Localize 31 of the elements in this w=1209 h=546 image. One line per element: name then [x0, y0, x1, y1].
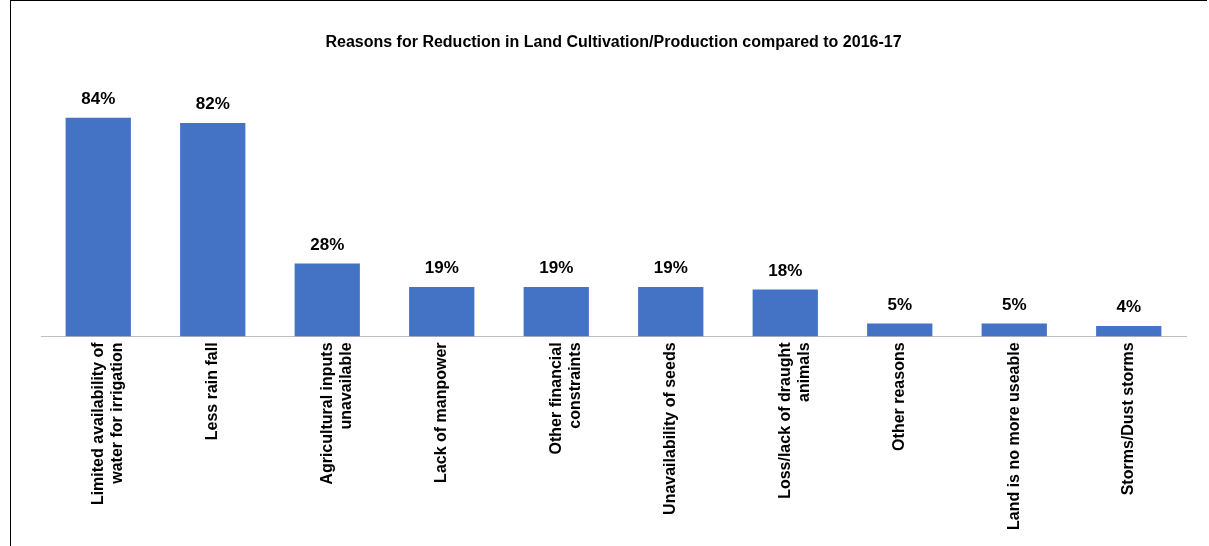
bar: [752, 289, 818, 337]
chart-title: Reasons for Reduction in Land Cultivation/Production compared to 2016-17: [325, 33, 902, 51]
x-tick-label: Other financial constraints: [546, 342, 583, 455]
bar: [65, 117, 131, 337]
bar: [981, 323, 1047, 337]
data-label: 82%: [195, 94, 230, 114]
x-tick-label: Storms/Dust storms: [1119, 342, 1137, 496]
data-label: 5%: [1001, 294, 1027, 314]
bar: [523, 286, 589, 337]
x-tick-label: Limited availability of water for irrigation: [88, 341, 125, 506]
data-label: 4%: [1116, 297, 1142, 317]
data-label: 19%: [653, 258, 688, 278]
bar: [638, 286, 704, 337]
bar: [867, 323, 933, 337]
data-label: 19%: [539, 258, 574, 278]
data-label: 18%: [768, 260, 803, 280]
bar: [180, 123, 246, 337]
x-tick-label: Land is no more useable: [1004, 342, 1022, 531]
data-label: 84%: [81, 89, 116, 108]
x-tick-label: Loss/lack of draught animals: [775, 341, 812, 499]
x-tick-label: Unavailability of seeds: [661, 342, 679, 515]
data-label: 28%: [310, 234, 345, 254]
x-tick-label: Lack of manpower: [432, 342, 450, 483]
bar: [409, 286, 475, 337]
x-tick-label: Agricultural inputs unavailable: [317, 342, 354, 485]
data-label: 5%: [887, 294, 913, 314]
x-tick-label: Other reasons: [890, 342, 908, 451]
bar: [1096, 325, 1162, 337]
data-label: 19%: [424, 258, 459, 278]
bar: [294, 263, 360, 337]
x-tick-label: Less rain fall: [203, 342, 221, 441]
